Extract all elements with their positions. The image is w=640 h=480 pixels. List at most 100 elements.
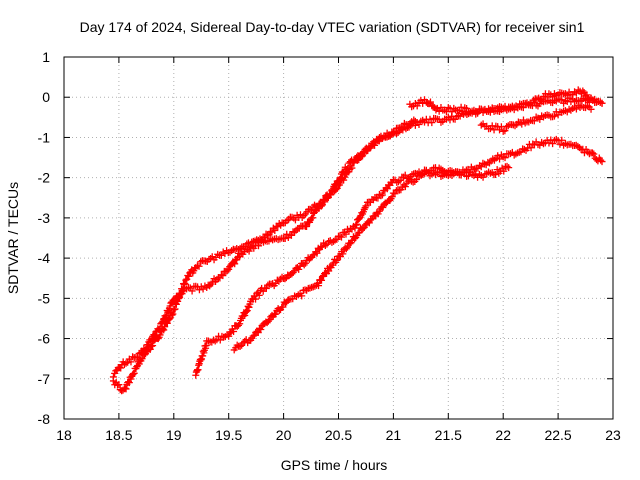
data-point-marker (353, 220, 361, 228)
data-point-marker (234, 321, 242, 329)
data-point-marker (309, 283, 317, 291)
data-point-marker (435, 169, 443, 177)
data-point-marker (169, 310, 177, 318)
data-point-marker (254, 236, 262, 244)
data-point-marker (188, 287, 196, 295)
data-point-marker (273, 276, 281, 284)
data-point-marker (590, 150, 598, 158)
data-point-marker (341, 173, 349, 181)
data-point-marker (354, 156, 362, 164)
x-tick-label: 20.5 (325, 427, 352, 443)
data-point-marker (252, 295, 260, 303)
data-point-marker (281, 235, 289, 243)
data-point-marker (352, 221, 360, 229)
data-point-marker (574, 142, 582, 150)
data-point-marker (463, 104, 471, 112)
data-point-marker (386, 132, 394, 140)
data-point-marker (359, 152, 367, 160)
data-point-marker (471, 165, 479, 173)
data-point-marker (313, 249, 321, 257)
data-point-marker (154, 335, 162, 343)
data-point-marker (249, 332, 257, 340)
data-point-marker (135, 360, 143, 368)
y-axis-label: SDTVAR / TECUs (5, 182, 21, 294)
data-point-marker (597, 156, 605, 164)
data-point-marker (359, 225, 367, 233)
data-point-marker (161, 312, 169, 320)
data-point-marker (588, 149, 596, 157)
data-point-marker (121, 384, 129, 392)
data-point-marker (225, 332, 233, 340)
x-tick-label: 22.5 (544, 427, 571, 443)
data-point-marker (219, 272, 227, 280)
x-tick-label: 18 (56, 427, 72, 443)
data-point-marker (348, 164, 356, 172)
y-tick-label: -3 (38, 210, 51, 226)
data-point-marker (496, 155, 504, 163)
data-point-marker (248, 238, 256, 246)
data-point-marker (598, 99, 606, 107)
data-point-marker (413, 102, 421, 110)
data-point-marker (287, 231, 295, 239)
x-axis-label: GPS time / hours (281, 457, 388, 473)
data-point-marker (306, 284, 314, 292)
data-point-marker (556, 140, 564, 148)
x-tick-label: 19 (166, 427, 182, 443)
data-point-marker (160, 326, 168, 334)
data-point-marker (226, 329, 234, 337)
data-point-marker (323, 194, 331, 202)
data-point-marker (435, 107, 443, 115)
data-point-marker (236, 342, 244, 350)
data-point-marker (587, 105, 595, 113)
y-tick-label: -2 (38, 170, 51, 186)
data-point-marker (318, 243, 326, 251)
data-point-marker (321, 241, 329, 249)
data-point-marker (371, 141, 379, 149)
axes: 18 18.5 19 19.5 20 20.5 21 21.5 22 22.5 23 -8 -7 -6 -5… (38, 49, 621, 443)
data-point-marker (333, 256, 341, 264)
data-point-marker (429, 102, 437, 110)
data-point-marker (122, 359, 130, 367)
data-point-marker (391, 190, 399, 198)
data-point-marker (129, 371, 137, 379)
data-point-marker (309, 214, 317, 222)
x-tick-label: 18.5 (105, 427, 132, 443)
x-tick-label: 20 (276, 427, 292, 443)
data-point-marker (318, 276, 326, 284)
data-point-marker (163, 319, 171, 327)
data-point-marker (317, 200, 325, 208)
data-point-marker (284, 296, 292, 304)
data-point-marker (271, 226, 279, 234)
x-tick-label: 22 (495, 427, 511, 443)
data-point-marker (486, 108, 494, 116)
data-point-marker (342, 245, 350, 253)
data-point-marker (336, 232, 344, 240)
data-point-marker (378, 191, 386, 199)
data-point-marker (312, 248, 320, 256)
data-point-marker (125, 379, 133, 387)
data-point-marker (489, 155, 497, 163)
data-point-marker (598, 158, 606, 166)
data-point-marker (241, 312, 249, 320)
data-point-marker (503, 162, 511, 170)
data-point-marker (231, 260, 239, 268)
data-point-marker (550, 112, 558, 120)
data-point-marker (182, 276, 190, 284)
data-point-marker (572, 105, 580, 113)
data-point-marker (432, 106, 440, 114)
data-point-marker (279, 303, 287, 311)
data-point-marker (377, 192, 385, 200)
data-point-marker (298, 292, 306, 300)
data-point-marker (428, 119, 436, 127)
data-point-marker (165, 315, 173, 323)
data-point-marker (130, 369, 138, 377)
data-point-marker (245, 247, 253, 255)
data-point-marker (402, 125, 410, 133)
data-point-marker (375, 190, 383, 198)
data-point-marker (185, 272, 193, 280)
data-point-marker (255, 291, 263, 299)
y-tick-label: -1 (38, 129, 51, 145)
data-point-marker (474, 109, 482, 117)
